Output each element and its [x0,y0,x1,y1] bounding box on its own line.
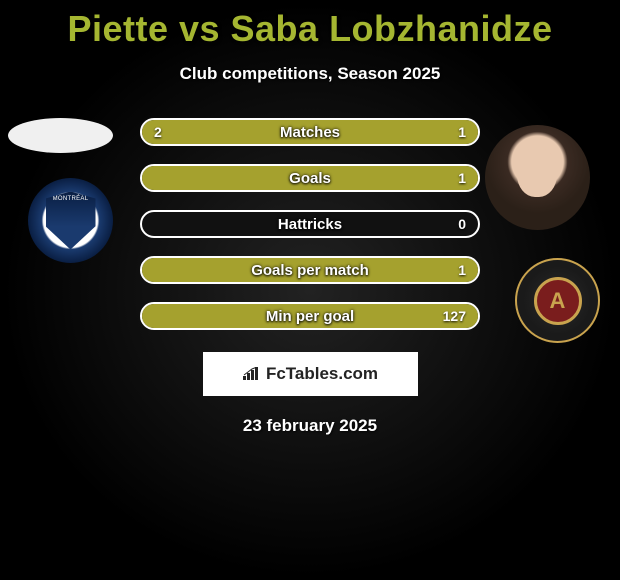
bar-label: Matches [142,120,478,144]
bar-value-right: 127 [443,304,466,328]
bar-goals: Goals 1 [140,164,480,192]
bar-label: Min per goal [142,304,478,328]
player2-avatar [485,125,590,230]
club-letter-icon: A [534,277,582,325]
barchart-icon [242,367,262,381]
bar-goals-per-match: Goals per match 1 [140,256,480,284]
footer-text: FcTables.com [266,364,378,384]
player1-club-crest [28,178,113,263]
bar-matches: 2 Matches 1 [140,118,480,146]
bar-value-right: 1 [458,120,466,144]
bar-label: Goals per match [142,258,478,282]
page-subtitle: Club competitions, Season 2025 [0,64,620,84]
bar-value-right: 0 [458,212,466,236]
player1-avatar [8,118,113,153]
bar-hattricks: Hattricks 0 [140,210,480,238]
footer-attribution: FcTables.com [203,352,418,396]
bar-min-per-goal: Min per goal 127 [140,302,480,330]
bar-value-right: 1 [458,166,466,190]
bar-label: Goals [142,166,478,190]
bar-label: Hattricks [142,212,478,236]
snapshot-date: 23 february 2025 [0,416,620,436]
page-title: Piette vs Saba Lobzhanidze [0,0,620,50]
shield-icon [46,192,96,250]
player2-club-crest: A [515,258,600,343]
bar-value-right: 1 [458,258,466,282]
